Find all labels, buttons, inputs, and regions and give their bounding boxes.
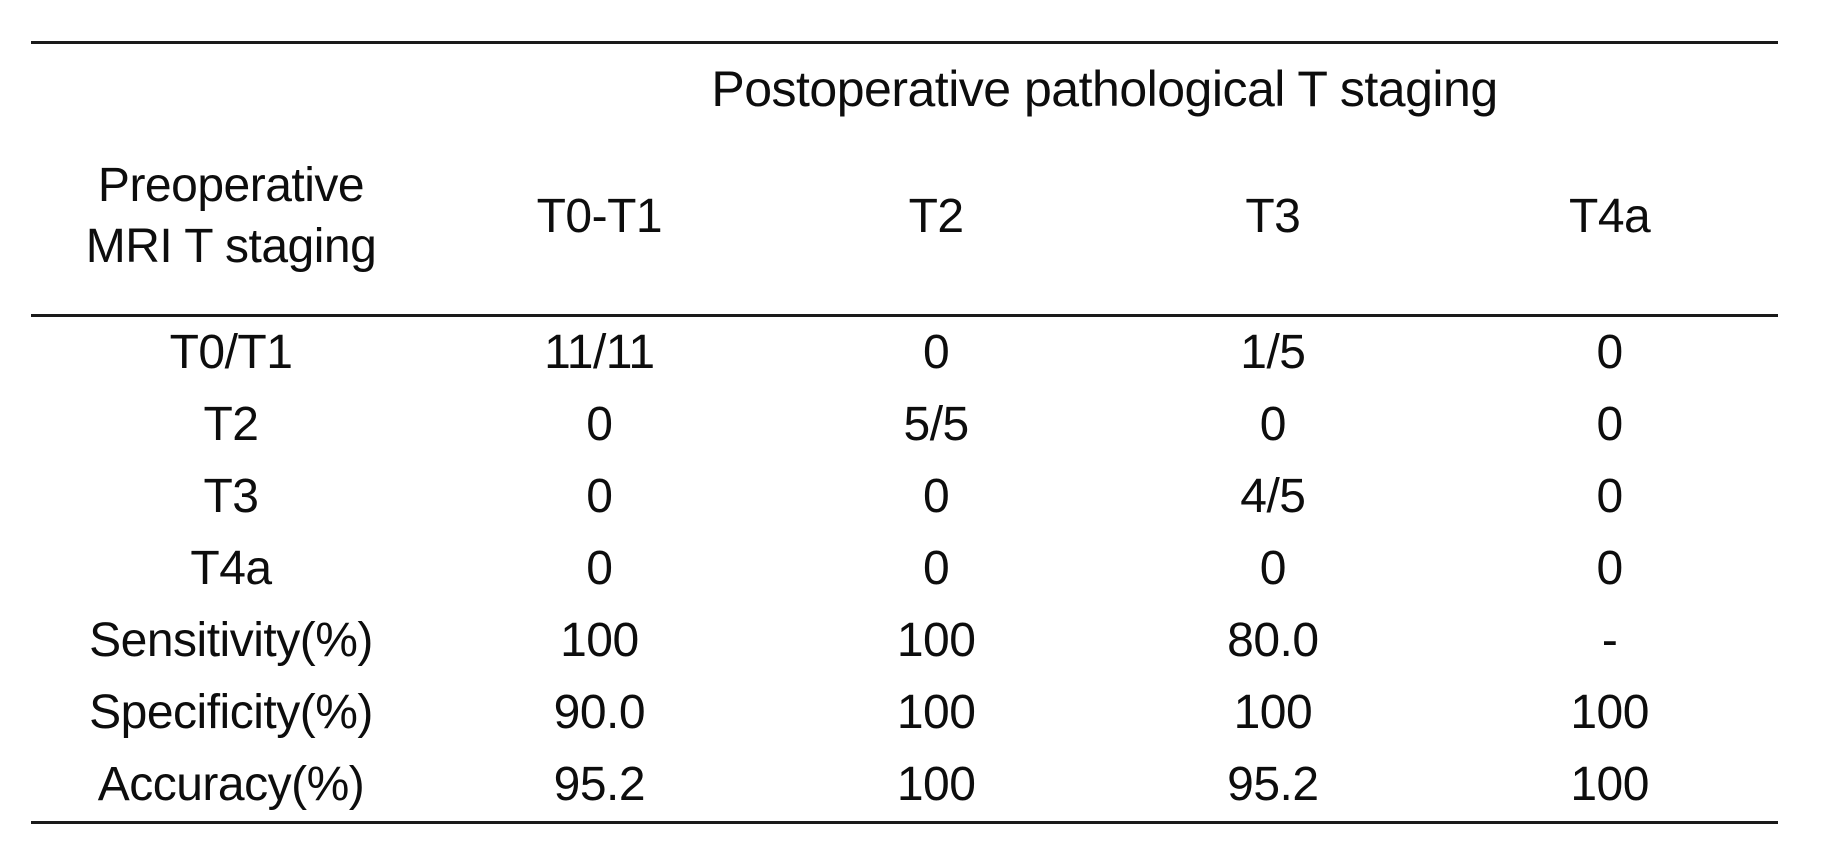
- table-row: T0/T1 11/11 0 1/5 0: [31, 316, 1778, 390]
- cell: 0: [1596, 542, 1624, 595]
- cell: 0: [923, 326, 950, 379]
- column-header-row: Preoperative MRI T staging T0-T1 T2 T3 T…: [31, 134, 1778, 317]
- cell: 0: [586, 470, 613, 523]
- row-label: Accuracy(%): [97, 758, 365, 811]
- cell: 1/5: [1240, 326, 1306, 379]
- cell: 5/5: [903, 398, 970, 451]
- cell: 95.2: [553, 758, 646, 811]
- cell: 0: [586, 542, 613, 595]
- table-row: Sensitivity(%) 100 100 80.0 -: [31, 605, 1778, 677]
- spanning-header-row: Postoperative pathological T staging: [31, 43, 1778, 135]
- column-header-t0t1: T0-T1: [431, 134, 768, 317]
- cell: 100: [896, 758, 976, 811]
- column-header-t3: T3: [1104, 134, 1442, 317]
- row-label: T0/T1: [169, 326, 293, 379]
- row-label: Sensitivity(%): [89, 614, 373, 667]
- cell: 4/5: [1240, 470, 1306, 523]
- cell: 0: [1596, 470, 1624, 523]
- corner-header-line2: MRI T staging: [85, 220, 377, 273]
- cell: 90.0: [553, 686, 646, 739]
- cell: 100: [896, 614, 976, 667]
- cell: 0: [923, 542, 950, 595]
- table-row: T4a 0 0 0 0: [31, 533, 1778, 605]
- cell: 100: [1570, 686, 1649, 739]
- corner-header-line1: Preoperative: [97, 159, 365, 212]
- cell: 100: [1233, 686, 1313, 739]
- cell: 0: [1596, 398, 1624, 451]
- cell: 11/11: [544, 326, 655, 379]
- cell: 100: [560, 614, 639, 667]
- spanning-header: Postoperative pathological T staging: [711, 61, 1498, 117]
- row-label: T4a: [190, 542, 272, 595]
- cell: 0: [1596, 326, 1624, 379]
- cell: 95.2: [1227, 758, 1319, 811]
- corner-spacer: [31, 43, 431, 135]
- cell: 0: [586, 398, 613, 451]
- table-row: Specificity(%) 90.0 100 100 100: [31, 677, 1778, 749]
- staging-table-wrapper: Postoperative pathological T staging Pre…: [31, 41, 1778, 824]
- corner-header: Preoperative MRI T staging: [31, 134, 431, 317]
- table-row: T2 0 5/5 0 0: [31, 389, 1778, 461]
- cell: 0: [1259, 398, 1287, 451]
- row-label: T3: [203, 470, 259, 523]
- table-row: T3 0 0 4/5 0: [31, 461, 1778, 533]
- row-label: T2: [203, 398, 259, 451]
- cell: 100: [896, 686, 976, 739]
- column-header-t2: T2: [767, 134, 1105, 317]
- cell: 0: [1259, 542, 1287, 595]
- cell: -: [1601, 614, 1618, 667]
- mri-vs-pathology-staging-table: Postoperative pathological T staging Pre…: [31, 41, 1778, 824]
- row-label: Specificity(%): [89, 686, 373, 739]
- table-row: Accuracy(%) 95.2 100 95.2 100: [31, 749, 1778, 823]
- cell: 80.0: [1227, 614, 1319, 667]
- cell: 0: [923, 470, 950, 523]
- column-header-t4a: T4a: [1441, 134, 1778, 317]
- cell: 100: [1570, 758, 1649, 811]
